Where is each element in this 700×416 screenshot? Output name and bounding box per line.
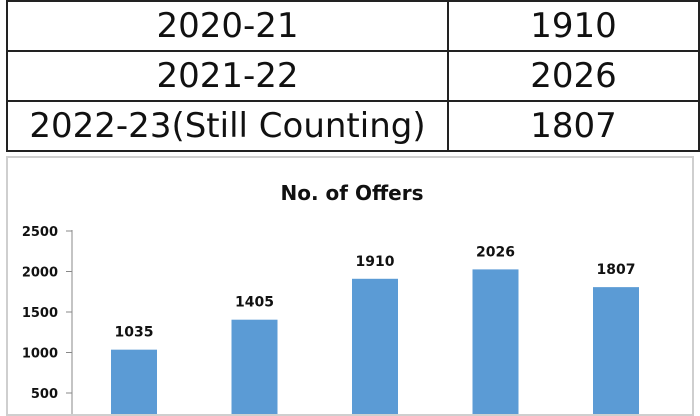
y-tick-label: 1000 [22,347,58,362]
table-row: 2022-23(Still Counting) 1807 [6,100,700,152]
chart-title: No. of Offers [281,181,424,205]
table-cell-year: 2020-21 [6,0,449,52]
bar-group [111,269,639,414]
bar [593,287,639,414]
offers-table: 2020-21 1910 2021-22 2026 2022-23(Still … [6,0,700,152]
bar [111,349,157,414]
y-tick-label: 2500 [22,225,58,240]
data-label: 1405 [235,295,274,311]
y-tick-label: 2000 [22,266,58,281]
data-label: 1910 [356,254,395,270]
table-row: 2021-22 2026 [6,50,700,102]
table-cell-year: 2021-22 [6,50,449,102]
y-tick-label: 500 [31,387,58,402]
bar [352,278,398,414]
data-label: 2026 [476,244,515,260]
table-cell-year: 2022-23(Still Counting) [6,100,449,152]
y-tick-group: 2500 2000 1500 1000 500 [22,225,72,402]
data-label: 1807 [597,262,636,278]
data-label: 1035 [115,325,154,341]
data-label-group: 1035 1405 1910 2026 1807 [115,244,636,340]
table-row: 2020-21 1910 [6,0,700,52]
table-cell-offers: 1807 [447,100,700,152]
table-cell-offers: 1910 [447,0,700,52]
bar [472,269,519,414]
bar-chart: No. of Offers 2500 2000 1500 1000 500 1035 14… [22,181,639,414]
bar [231,319,278,414]
y-tick-label: 1500 [22,306,58,321]
chart-container: No. of Offers 2500 2000 1500 1000 500 1035 14… [6,156,694,416]
table-cell-offers: 2026 [447,50,700,102]
